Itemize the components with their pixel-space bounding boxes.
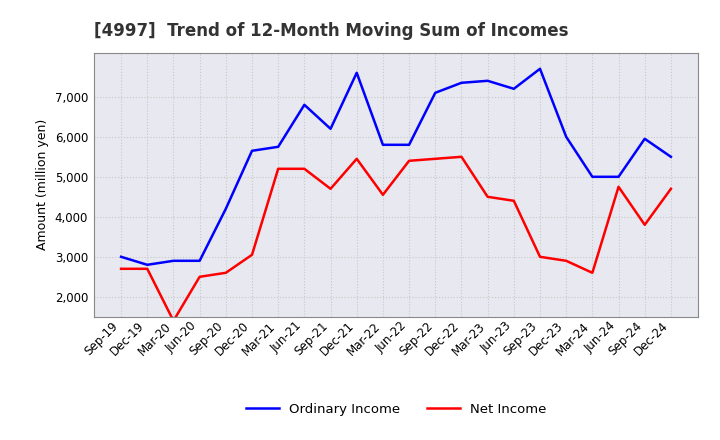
Ordinary Income [614, 174, 623, 180]
Net Income [195, 274, 204, 279]
Net Income [222, 270, 230, 275]
Net Income [457, 154, 466, 159]
Legend: Ordinary Income, Net Income: Ordinary Income, Net Income [240, 397, 552, 421]
Net Income [117, 266, 125, 271]
Ordinary Income [326, 126, 335, 132]
Net Income [379, 192, 387, 198]
Ordinary Income [169, 258, 178, 264]
Net Income [483, 194, 492, 199]
Ordinary Income [222, 206, 230, 212]
Net Income [510, 198, 518, 203]
Net Income [352, 156, 361, 161]
Ordinary Income [379, 142, 387, 147]
Ordinary Income [588, 174, 597, 180]
Ordinary Income [667, 154, 675, 159]
Ordinary Income [562, 134, 570, 139]
Ordinary Income [117, 254, 125, 260]
Net Income [326, 186, 335, 191]
Net Income [248, 252, 256, 257]
Ordinary Income [536, 66, 544, 71]
Ordinary Income [143, 262, 152, 268]
Line: Ordinary Income: Ordinary Income [121, 69, 671, 265]
Net Income [274, 166, 282, 172]
Ordinary Income [431, 90, 440, 95]
Net Income [169, 318, 178, 323]
Net Income [405, 158, 413, 163]
Ordinary Income [510, 86, 518, 92]
Net Income [667, 186, 675, 191]
Y-axis label: Amount (million yen): Amount (million yen) [36, 119, 49, 250]
Net Income [588, 270, 597, 275]
Net Income [431, 156, 440, 161]
Ordinary Income [300, 102, 309, 107]
Ordinary Income [405, 142, 413, 147]
Ordinary Income [352, 70, 361, 75]
Line: Net Income: Net Income [121, 157, 671, 321]
Net Income [614, 184, 623, 190]
Text: [4997]  Trend of 12-Month Moving Sum of Incomes: [4997] Trend of 12-Month Moving Sum of I… [94, 22, 568, 40]
Net Income [562, 258, 570, 264]
Ordinary Income [274, 144, 282, 150]
Net Income [300, 166, 309, 172]
Ordinary Income [640, 136, 649, 141]
Net Income [640, 222, 649, 227]
Ordinary Income [248, 148, 256, 154]
Ordinary Income [483, 78, 492, 84]
Net Income [536, 254, 544, 260]
Ordinary Income [195, 258, 204, 264]
Ordinary Income [457, 80, 466, 85]
Net Income [143, 266, 152, 271]
